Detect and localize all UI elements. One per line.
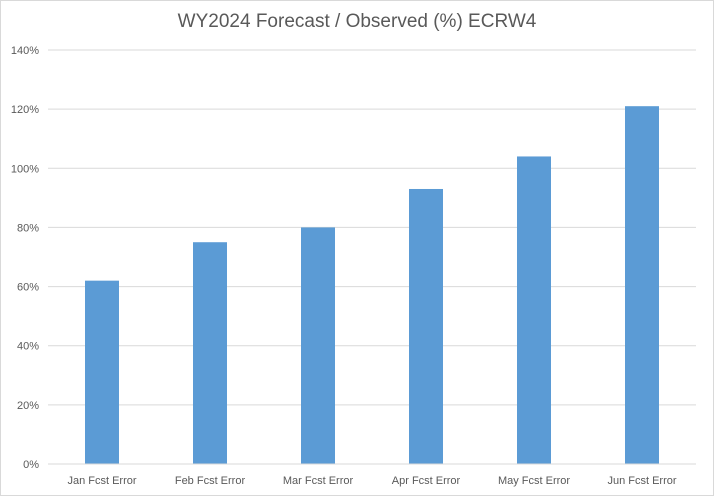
- bar-4: [409, 188, 443, 464]
- bar-1: [85, 280, 119, 464]
- x-tick-label: Jan Fcst Error: [67, 475, 136, 487]
- x-axis-labels: Jan Fcst Error Feb Fcst Error Mar Fcst Err…: [67, 475, 676, 487]
- y-tick-label: 140%: [11, 45, 39, 57]
- gridlines: [48, 49, 696, 406]
- bar-5: [517, 156, 551, 464]
- bar-2: [193, 242, 227, 464]
- y-tick-label: 0%: [23, 459, 39, 471]
- x-tick-label: Apr Fcst Error: [392, 475, 461, 487]
- x-tick-label: Mar Fcst Error: [283, 475, 354, 487]
- bars: [85, 106, 659, 464]
- y-tick-label: 100%: [11, 163, 39, 175]
- y-tick-label: 60%: [17, 282, 39, 294]
- y-tick-label: 20%: [17, 400, 39, 412]
- y-tick-label: 40%: [17, 341, 39, 353]
- y-tick-label: 120%: [11, 104, 39, 116]
- y-tick-label: 80%: [17, 222, 39, 234]
- x-tick-label: Jun Fcst Error: [607, 475, 676, 487]
- chart-title: WY2024 Forecast / Observed (%) ECRW4: [177, 11, 537, 32]
- x-tick-label: May Fcst Error: [498, 475, 570, 487]
- y-axis-ticks: 0% 20% 40% 60% 80% 100% 120% 140%: [11, 45, 39, 471]
- x-tick-label: Feb Fcst Error: [175, 475, 246, 487]
- bar-3: [301, 227, 335, 464]
- bar-6: [625, 106, 659, 464]
